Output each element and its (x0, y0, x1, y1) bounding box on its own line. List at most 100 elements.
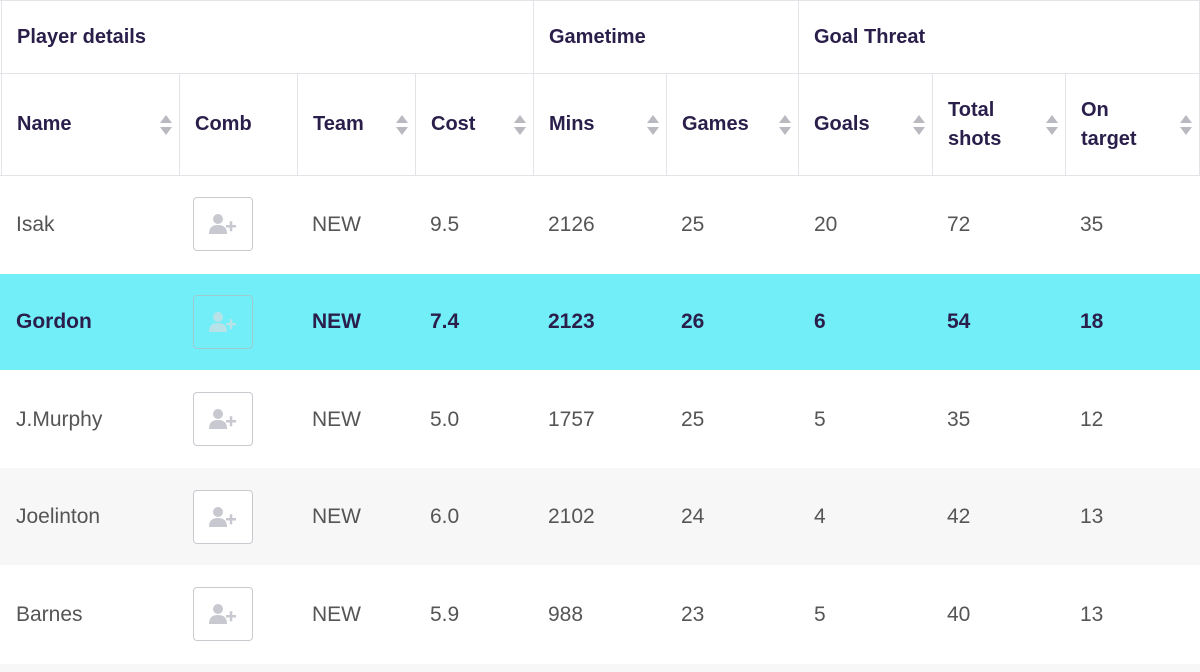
goals-cell: 6 (814, 310, 826, 333)
games-cell: 23 (681, 602, 705, 626)
player-name[interactable]: Barnes (16, 602, 83, 626)
column-label-line: Total (948, 98, 995, 121)
cost-cell: 7.4 (430, 310, 460, 333)
column-divider (179, 74, 180, 175)
on-target-cell: 13 (1080, 504, 1104, 528)
total-shots-cell: 54 (947, 310, 971, 333)
table-row[interactable]: Joelinton NEW 6.0 2102 24 4 42 13 (0, 468, 1200, 565)
table-row[interactable]: Barnes NEW 5.9 988 23 5 40 13 (0, 566, 1200, 663)
player-name[interactable]: J.Murphy (16, 407, 103, 431)
mins-cell: 2123 (548, 310, 595, 333)
sort-icon[interactable] (778, 113, 792, 137)
column-label: Comb (195, 113, 252, 135)
column-header-games[interactable]: Games (666, 74, 798, 175)
games-cell: 26 (681, 310, 705, 333)
sort-icon[interactable] (1179, 113, 1193, 137)
sort-icon[interactable] (159, 113, 173, 137)
table-row-partial (0, 664, 1200, 672)
header-divider (0, 73, 1200, 74)
column-header-on-target[interactable]: On target (1065, 74, 1199, 175)
column-label: On target (1081, 96, 1137, 154)
header-divider (0, 175, 1200, 176)
group-header-goal-threat: Goal Threat (814, 25, 926, 48)
add-user-icon (209, 312, 236, 332)
on-target-cell: 35 (1080, 212, 1104, 236)
column-label-line: shots (948, 127, 1002, 150)
group-header-player-details: Player details (17, 25, 146, 48)
mins-cell: 988 (548, 602, 584, 626)
column-label: Team (313, 113, 364, 135)
player-name[interactable]: Joelinton (16, 504, 101, 528)
add-to-comparison-button[interactable] (193, 490, 253, 544)
column-divider (932, 74, 933, 175)
column-divider (297, 74, 298, 175)
add-to-comparison-button[interactable] (193, 587, 253, 641)
mins-cell: 2102 (548, 504, 595, 528)
on-target-cell: 12 (1080, 407, 1104, 431)
team-cell: NEW (312, 212, 361, 236)
column-divider (666, 74, 667, 175)
column-divider (415, 74, 416, 175)
total-shots-cell: 42 (947, 504, 971, 528)
column-label: Goals (814, 113, 870, 135)
goals-cell: 5 (814, 602, 826, 626)
goals-cell: 5 (814, 407, 826, 431)
cost-cell: 5.9 (430, 602, 460, 626)
table-row-highlighted[interactable]: Gordon NEW 7.4 2123 26 6 54 18 (0, 274, 1200, 370)
column-header-total-shots[interactable]: Total shots (932, 74, 1065, 175)
add-user-icon (209, 214, 236, 234)
on-target-cell: 18 (1080, 310, 1104, 333)
sort-icon[interactable] (513, 113, 527, 137)
games-cell: 25 (681, 212, 705, 236)
group-header-gametime: Gametime (549, 25, 646, 48)
column-label: Total shots (948, 96, 1001, 154)
column-label-line: target (1081, 127, 1137, 150)
column-divider (798, 0, 799, 175)
cost-cell: 9.5 (430, 212, 460, 236)
sort-icon[interactable] (646, 113, 660, 137)
player-name[interactable]: Gordon (16, 310, 92, 333)
column-label: Games (682, 113, 749, 135)
team-cell: NEW (312, 407, 361, 431)
column-divider (533, 0, 534, 175)
header-divider (0, 0, 1200, 1)
sort-icon[interactable] (1045, 113, 1059, 137)
total-shots-cell: 35 (947, 407, 971, 431)
column-header-goals[interactable]: Goals (798, 74, 932, 175)
goals-cell: 4 (814, 504, 826, 528)
table-row[interactable]: Isak NEW 9.5 2126 25 20 72 35 (0, 176, 1200, 273)
column-header-team[interactable]: Team (297, 74, 415, 175)
games-cell: 24 (681, 504, 705, 528)
column-divider (1065, 74, 1066, 175)
add-user-icon (209, 507, 236, 527)
add-to-comparison-button[interactable] (193, 295, 253, 349)
column-header-cost[interactable]: Cost (415, 74, 533, 175)
cost-cell: 6.0 (430, 504, 460, 528)
column-header-mins[interactable]: Mins (533, 74, 666, 175)
goals-cell: 20 (814, 212, 838, 236)
column-header-name[interactable]: Name (1, 74, 179, 175)
add-user-icon (209, 604, 236, 624)
player-name[interactable]: Isak (16, 212, 55, 236)
mins-cell: 1757 (548, 407, 595, 431)
column-label: Mins (549, 113, 595, 135)
column-label-line: On (1081, 98, 1109, 121)
on-target-cell: 13 (1080, 602, 1104, 626)
column-divider (1, 0, 2, 175)
total-shots-cell: 72 (947, 212, 971, 236)
sort-icon[interactable] (912, 113, 926, 137)
table-row[interactable]: J.Murphy NEW 5.0 1757 25 5 35 12 (0, 371, 1200, 468)
column-header-comb: Comb (179, 74, 297, 175)
team-cell: NEW (312, 504, 361, 528)
add-user-icon (209, 409, 236, 429)
sort-icon[interactable] (395, 113, 409, 137)
column-label: Cost (431, 113, 476, 135)
team-cell: NEW (312, 310, 361, 333)
total-shots-cell: 40 (947, 602, 971, 626)
mins-cell: 2126 (548, 212, 595, 236)
add-to-comparison-button[interactable] (193, 392, 253, 446)
column-label: Name (17, 113, 72, 135)
cost-cell: 5.0 (430, 407, 460, 431)
add-to-comparison-button[interactable] (193, 197, 253, 251)
